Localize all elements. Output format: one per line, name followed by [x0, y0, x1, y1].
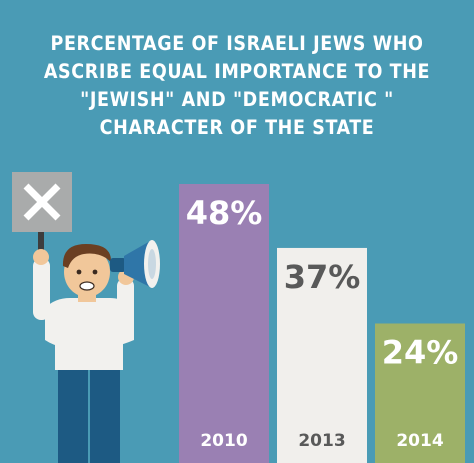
x-mark-sign-icon [12, 172, 72, 232]
category-label-2010: 2010 [200, 431, 247, 451]
title-line-3: "JEWISH" AND "DEMOCRATIC " [80, 88, 394, 111]
value-label-2013: 37% [284, 258, 361, 296]
bar-2014 [375, 323, 465, 463]
category-label-2014: 2014 [396, 431, 443, 451]
value-label-2010: 48% [186, 194, 263, 232]
bar-2010 [179, 184, 269, 463]
category-label-2013: 2013 [298, 431, 345, 451]
title-line-2: ASCRIBE EQUAL IMPORTANCE TO THE [43, 60, 431, 83]
value-label-2014: 24% [382, 334, 459, 372]
title-line-1: PERCENTAGE OF ISRAELI JEWS WHO [50, 32, 424, 55]
title-line-4: CHARACTER OF THE STATE [99, 116, 375, 139]
chart-title: PERCENTAGE OF ISRAELI JEWS WHO ASCRIBE E… [20, 30, 454, 142]
bar-2013 [277, 247, 367, 463]
bars-group: 48% 2010 37% 2013 24% 2014 [179, 184, 465, 463]
protester-figure [12, 172, 160, 463]
megaphone-icon [110, 240, 160, 288]
